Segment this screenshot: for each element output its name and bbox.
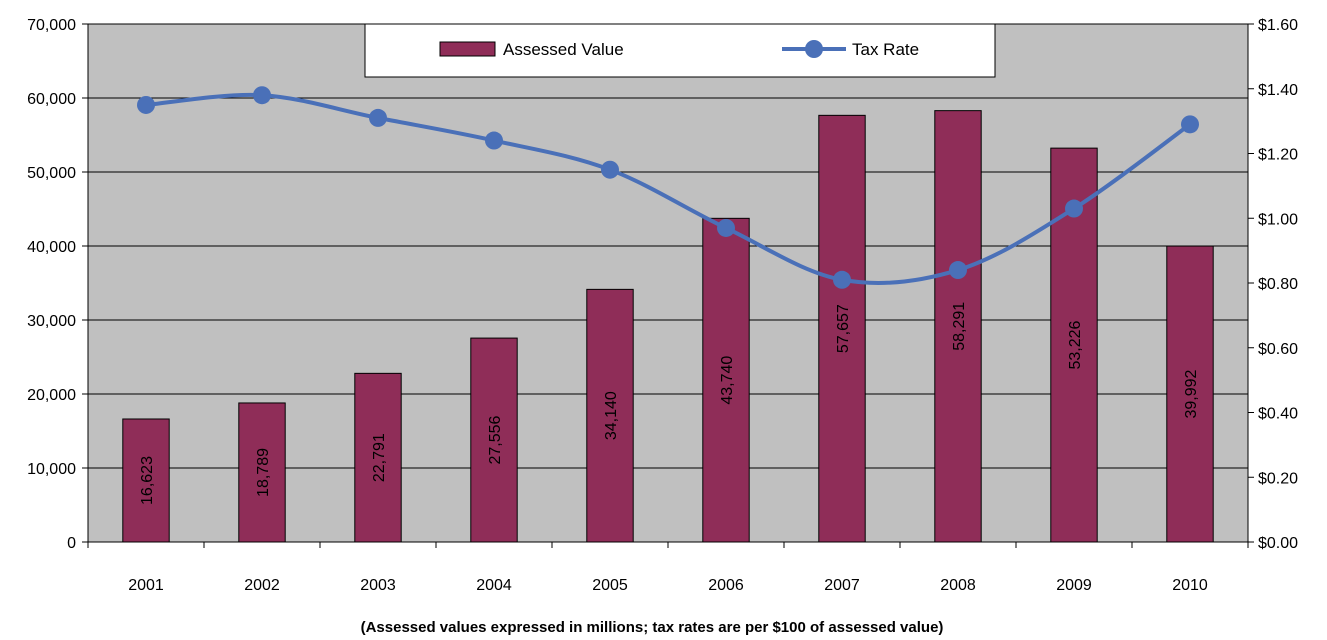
y-right-tick-label: $1.60 [1258, 17, 1298, 34]
bar [122, 418, 170, 543]
bar [934, 110, 982, 543]
y-left-tick-label: 40,000 [27, 239, 76, 256]
bar-data-label: 34,140 [603, 391, 620, 440]
legend-swatch-bar [439, 41, 496, 57]
tax-rate-point [601, 160, 619, 179]
bar [702, 217, 750, 543]
legend-swatch-marker [805, 40, 823, 58]
bars: 16,623 18,789 22,791 27,556 34,140 43,740 57,6… [122, 110, 1214, 543]
x-tick-label: 2006 [708, 577, 744, 594]
tax-rate-point [717, 218, 735, 237]
bar-data-label: 43,740 [719, 356, 736, 405]
bar-data-label: 22,791 [371, 433, 388, 482]
x-tick-label: 2004 [476, 577, 512, 594]
x-tick-label: 2010 [1172, 577, 1208, 594]
bar-data-label: 58,291 [951, 302, 968, 351]
x-tick-label: 2005 [592, 577, 628, 594]
y-left-tick-label: 10,000 [27, 461, 76, 478]
legend: Assessed Value Tax Rate [364, 23, 996, 78]
legend-label-assessed: Assessed Value [503, 40, 624, 59]
bar-data-label: 57,657 [835, 304, 852, 353]
y-left-tick-label: 20,000 [27, 387, 76, 404]
y-left-tick-label: 60,000 [27, 91, 76, 108]
y-right-tick-label: $1.00 [1258, 211, 1298, 228]
chart-caption: (Assessed values expressed in millions; … [361, 619, 944, 636]
y-right-tick-label: $1.40 [1258, 82, 1298, 99]
y-right-tick-label: $0.20 [1258, 470, 1298, 487]
x-tick-label: 2007 [824, 577, 860, 594]
y-left-tick-label: 30,000 [27, 313, 76, 330]
y-left-tick-label: 50,000 [27, 165, 76, 182]
axes: 0 10,000 20,000 30,000 40,000 50,000 60,000 70,… [27, 17, 1298, 594]
tax-rate-point [1065, 199, 1083, 218]
x-tick-label: 2003 [360, 577, 396, 594]
y-right-tick-label: $0.60 [1258, 341, 1298, 358]
tax-rate-point [369, 108, 387, 127]
tax-rate-point [1181, 115, 1199, 134]
y-right-tick-label: $0.80 [1258, 276, 1298, 293]
tax-rate-point [253, 86, 271, 105]
bar [586, 288, 634, 543]
bar-data-label: 39,992 [1183, 369, 1200, 418]
x-tick-label: 2001 [128, 577, 164, 594]
bar [470, 337, 518, 543]
x-tick-label: 2009 [1056, 577, 1092, 594]
y-right-tick-label: $1.20 [1258, 147, 1298, 164]
tax-rate-point [485, 131, 503, 150]
tax-rate-point [137, 95, 155, 114]
tax-rate-line [145, 92, 1192, 285]
y-left-tick-label: 0 [67, 535, 76, 552]
bar-data-label: 16,623 [139, 456, 156, 505]
bar-data-label: 18,789 [255, 448, 272, 497]
tax-rate-series [137, 86, 1199, 289]
legend-label-tax-rate: Tax Rate [852, 40, 919, 59]
y-right-tick-label: $0.40 [1258, 406, 1298, 423]
tax-rate-point [833, 270, 851, 289]
bar-data-label: 53,226 [1067, 320, 1084, 369]
x-tick-label: 2008 [940, 577, 976, 594]
x-tick-label: 2002 [244, 577, 280, 594]
y-left-tick-label: 70,000 [27, 17, 76, 34]
tax-rate-point [949, 261, 967, 280]
y-right-tick-label: $0.00 [1258, 535, 1298, 552]
bar [818, 114, 866, 543]
bar-data-label: 27,556 [487, 415, 504, 464]
